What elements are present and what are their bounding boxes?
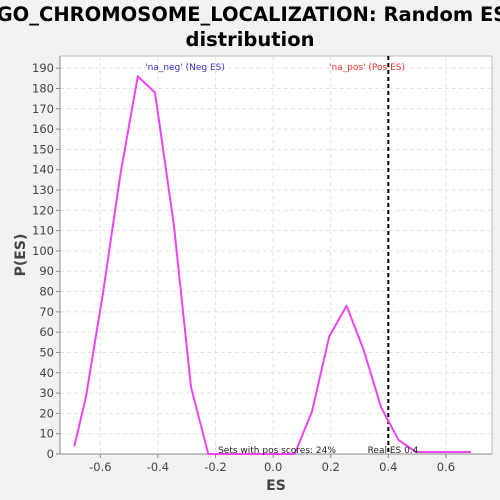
series-layer: [73, 75, 472, 455]
real-es-label: Real ES 0.4: [368, 446, 419, 456]
data-point: [276, 453, 279, 455]
data-point: [136, 75, 139, 78]
pos-es-label: 'na_pos' (Pos ES): [329, 63, 405, 73]
data-point: [293, 453, 296, 455]
y-tick-label: 120: [32, 203, 54, 217]
es-distribution-line: [73, 75, 471, 455]
data-point: [85, 396, 87, 398]
chart-title-line-1: GO_CHROMOSOME_LOCALIZATION: Random ES: [0, 3, 500, 26]
y-tick-label: 100: [32, 244, 54, 258]
neg-es-label: 'na_neg' (Neg ES): [145, 63, 225, 73]
y-tick-label: 110: [32, 224, 54, 238]
y-tick-label: 150: [32, 142, 54, 156]
x-tick-label: 0.4: [379, 460, 397, 474]
x-tick-label: -0.6: [89, 460, 111, 474]
pos-scores-label: Sets with pos scores: 24%: [218, 446, 336, 456]
y-tick-label: 90: [39, 264, 54, 278]
data-point: [172, 223, 175, 226]
data-point: [345, 304, 348, 307]
y-tick-label: 40: [39, 366, 54, 380]
data-point: [311, 410, 313, 413]
y-tick-label: 50: [39, 345, 54, 359]
data-point: [469, 451, 472, 453]
x-tick-label: 0.0: [264, 460, 282, 474]
data-point: [259, 453, 261, 455]
x-tick-label: 0.6: [437, 460, 455, 474]
data-point: [414, 451, 417, 453]
y-tick-label: 70: [39, 305, 54, 319]
plot-area: [60, 56, 492, 454]
annotations: 'na_neg' (Neg ES) 'na_pos' (Pos ES) Sets…: [145, 63, 419, 456]
y-tick-label: 190: [32, 61, 54, 75]
y-axis-title: P(ES): [13, 234, 29, 277]
data-point: [449, 451, 452, 453]
x-axis-title: ES: [266, 478, 286, 494]
y-tick-label: 140: [32, 163, 54, 177]
x-tick-label: 0.2: [322, 460, 340, 474]
data-point: [380, 406, 382, 409]
data-point: [328, 335, 331, 338]
chart-title-line-2: distribution: [186, 28, 315, 51]
data-point: [102, 290, 104, 293]
data-point: [432, 451, 434, 453]
data-point: [190, 386, 192, 388]
y-tick-label: 10: [39, 427, 54, 441]
data-point: [397, 438, 400, 441]
data-point: [207, 453, 210, 455]
y-tick-label: 160: [32, 122, 54, 136]
y-tick-label: 170: [32, 102, 54, 116]
data-point: [119, 172, 122, 175]
y-tick-label: 30: [39, 386, 54, 400]
data-point: [154, 91, 156, 94]
x-tick-label: -0.4: [147, 460, 169, 474]
data-point: [73, 445, 76, 447]
x-tick-label: -0.2: [204, 460, 226, 474]
data-point: [242, 453, 244, 455]
y-tick-label: 20: [39, 406, 54, 420]
y-tick-label: 130: [32, 183, 54, 197]
gridlines: [60, 56, 492, 455]
y-tick-label: 60: [39, 325, 54, 339]
y-tick-label: 180: [32, 81, 54, 95]
data-point: [224, 453, 227, 455]
y-tick-label: 80: [39, 285, 54, 299]
data-point: [363, 349, 365, 352]
y-tick-label: 0: [47, 447, 54, 461]
